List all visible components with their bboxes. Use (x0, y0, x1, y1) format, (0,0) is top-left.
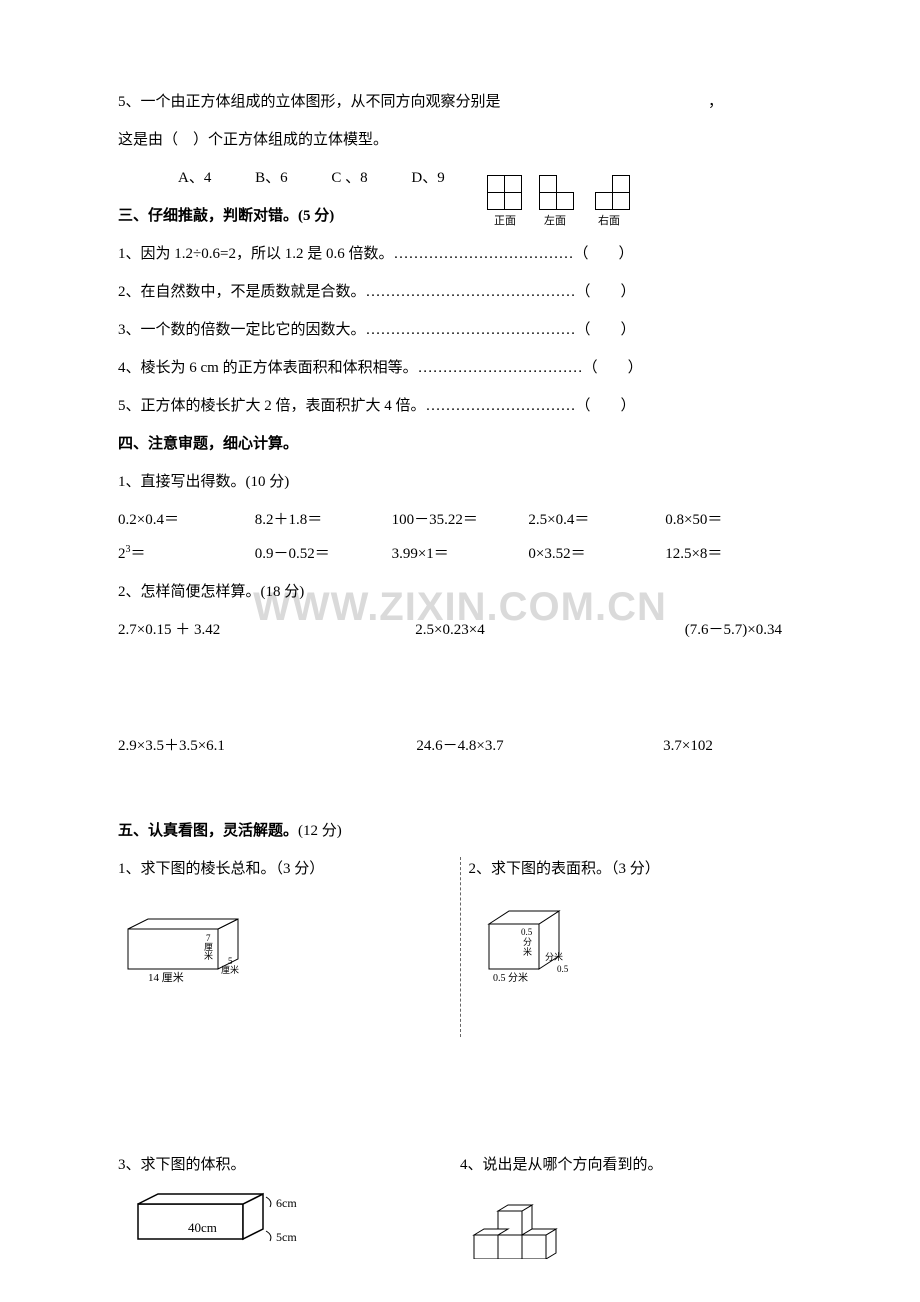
section3-title: 三、仔细推敲，判断对错。(5 分) (118, 204, 802, 228)
cuboid-icon: 7 厘 米 5 厘米 14 厘米 (118, 899, 278, 989)
base: 2 (118, 546, 126, 562)
s5-q1-text: 1、求下图的棱长总和。（3 分） (118, 857, 452, 881)
calc-item: 100－35.22＝ (392, 508, 529, 532)
s5-q3: 3、求下图的体积。 6cm 5cm 40cm (118, 1153, 460, 1269)
calc-item: 12.5×8＝ (665, 542, 802, 566)
prob-item: 3.7×102 (574, 734, 802, 758)
svg-text:分: 分 (523, 937, 532, 947)
s3-item-3: 3、一个数的倍数一定比它的因数大。……………………………………（ ） (118, 318, 802, 342)
svg-text:14 厘米: 14 厘米 (148, 971, 184, 984)
s5-fig1: 7 厘 米 5 厘米 14 厘米 (118, 899, 452, 997)
s4-row2: 23＝ 0.9－0.52＝ 3.99×1＝ 0×3.52＝ 12.5×8＝ (118, 542, 802, 566)
svg-text:0.5: 0.5 (521, 927, 533, 937)
svg-text:米: 米 (523, 946, 532, 957)
q5-comma: ， (708, 94, 723, 110)
s5-fig2: 0.5 分 米 分米 0.5 0.5 分米 (469, 899, 803, 1002)
s5-q3-text: 3、求下图的体积。 (118, 1153, 460, 1177)
s5-q4-text: 4、说出是从哪个方向看到的。 (460, 1153, 802, 1177)
q5-choices: A、4 B、6 C 、8 D、9 (118, 166, 802, 190)
calc-item: 2.5×0.4＝ (528, 508, 665, 532)
prob-item: 2.5×0.23×4 (339, 618, 560, 642)
s3-item-2: 2、在自然数中，不是质数就是合数。……………………………………（ ） (118, 280, 802, 304)
calc-item: 0.8×50＝ (665, 508, 802, 532)
s4-prob-r1: 2.7×0.15 ＋ 3.42 2.5×0.23×4 (7.6－5.7)×0.3… (118, 618, 802, 642)
eq: ＝ (131, 546, 146, 562)
cubes-icon (460, 1199, 600, 1259)
svg-text:分米: 分米 (545, 951, 563, 962)
s3-item-5: 5、正方体的棱长扩大 2 倍，表面积扩大 4 倍。…………………………（ ） (118, 394, 802, 418)
s4-prob-r2: 2.9×3.5＋3.5×6.1 24.6－4.8×3.7 3.7×102 (118, 734, 802, 758)
section5-title-line: 五、认真看图，灵活解题。(12 分) (118, 819, 802, 843)
cube-icon: 0.5 分 米 分米 0.5 0.5 分米 (469, 899, 629, 994)
q5-text-a: 5、一个由正方体组成的立体图形，从不同方向观察分别是 (118, 94, 501, 110)
svg-text:40cm: 40cm (188, 1220, 217, 1235)
q5-choice-c: C 、8 (331, 166, 367, 190)
calc-item: 0×3.52＝ (528, 542, 665, 566)
calc-item: 23＝ (118, 542, 255, 566)
s3-item-1: 1、因为 1.2÷0.6=2，所以 1.2 是 0.6 倍数。………………………… (118, 242, 802, 266)
section5-title: 五、认真看图，灵活解题。 (118, 823, 298, 839)
s5-row2: 3、求下图的体积。 6cm 5cm 40cm 4、说出是从哪个方向看到的。 (118, 1153, 802, 1269)
q5-line-a: 5、一个由正方体组成的立体图形，从不同方向观察分别是 ， (118, 90, 802, 114)
s5-q4: 4、说出是从哪个方向看到的。 (460, 1153, 802, 1269)
s3-item-4: 4、棱长为 6 cm 的正方体表面积和体积相等。……………………………（ ） (118, 356, 802, 380)
prob-item: (7.6－5.7)×0.34 (561, 618, 802, 642)
prob-item: 2.7×0.15 ＋ 3.42 (118, 618, 339, 642)
calc-item: 8.2＋1.8＝ (255, 508, 392, 532)
section5-points: (12 分) (298, 823, 342, 839)
s5-fig3: 6cm 5cm 40cm (118, 1189, 278, 1269)
section5-row: 1、求下图的棱长总和。（3 分） 7 厘 米 5 厘米 14 厘米 2、求下图的… (118, 857, 802, 1037)
s4-row1: 0.2×0.4＝ 8.2＋1.8＝ 100－35.22＝ 2.5×0.4＝ 0.… (118, 508, 802, 532)
s5-q1: 1、求下图的棱长总和。（3 分） 7 厘 米 5 厘米 14 厘米 (118, 857, 452, 1037)
calc-item: 0.2×0.4＝ (118, 508, 255, 532)
document-content: 正面 左面 右面 5、一个由正方体组成的立体图形，从不同方向观察分别是 ， 这是… (118, 90, 802, 1269)
calc-item: 3.99×1＝ (392, 542, 529, 566)
svg-text:0.5: 0.5 (557, 964, 569, 974)
s5-q2-text: 2、求下图的表面积。（3 分） (469, 857, 803, 881)
s5-fig4 (460, 1199, 802, 1267)
s4-sub1: 1、直接写出得数。(10 分) (118, 470, 802, 494)
s4-sub2: 2、怎样简便怎样算。(18 分) (118, 580, 802, 604)
svg-text:5cm: 5cm (276, 1230, 297, 1244)
svg-text:米: 米 (204, 950, 213, 961)
prob-item: 2.9×3.5＋3.5×6.1 (118, 734, 346, 758)
q5-choice-d: D、9 (411, 166, 444, 190)
q5-choice-b: B、6 (255, 166, 288, 190)
q5-line-b: 这是由（ ）个正方体组成的立体模型。 (118, 128, 802, 152)
prob-item: 24.6－4.8×3.7 (346, 734, 574, 758)
svg-text:6cm: 6cm (276, 1196, 297, 1210)
calc-item: 0.9－0.52＝ (255, 542, 392, 566)
divider (460, 857, 461, 1037)
q5-choice-a: A、4 (178, 166, 211, 190)
s5-q2: 2、求下图的表面积。（3 分） 0.5 分 米 分米 0.5 0.5 分米 (469, 857, 803, 1037)
section4-title: 四、注意审题，细心计算。 (118, 432, 802, 456)
box-icon: 6cm 5cm 40cm (118, 1189, 318, 1259)
svg-text:0.5 分米: 0.5 分米 (493, 971, 528, 984)
svg-text:厘米: 厘米 (221, 964, 239, 975)
